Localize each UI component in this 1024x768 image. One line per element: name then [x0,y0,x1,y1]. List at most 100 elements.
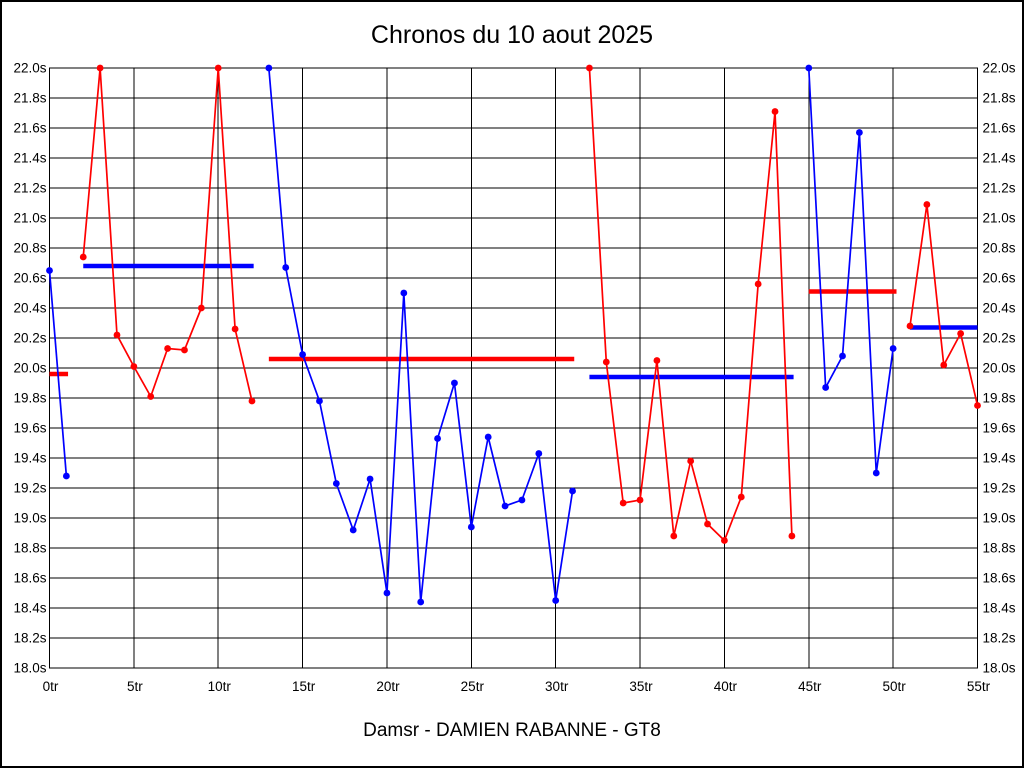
y-tick-label-left: 18.8s [13,541,46,556]
data-point [940,361,948,369]
y-tick-label-left: 19.4s [13,451,46,466]
y-tick-label-right: 18.8s [983,541,1016,556]
y-tick-label-right: 21.2s [983,181,1016,196]
data-point [788,532,796,540]
x-tick-label: 5tr [127,679,143,694]
data-point [552,597,560,604]
y-tick-label-left: 21.2s [13,181,46,196]
series-stint-4-red [586,64,796,544]
y-tick-label-left: 21.4s [13,151,46,166]
y-tick-label-right: 20.2s [983,331,1016,346]
y-tick-label-right: 21.0s [983,211,1016,226]
data-point [197,304,205,312]
series-stint-5-blue [805,64,897,477]
y-tick-label-right: 21.8s [983,91,1016,106]
y-tick-label-right: 18.0s [983,661,1016,676]
y-tick-label-right: 19.0s [983,511,1016,526]
data-point [771,108,779,115]
data-point [181,346,188,354]
data-point [670,532,678,540]
data-point [62,472,70,480]
data-point [535,450,543,457]
data-point [687,457,695,465]
y-tick-label-left: 18.6s [13,571,46,586]
y-tick-label-right: 21.6s [983,121,1016,136]
data-point [569,487,576,495]
series-stint-3-blue [265,64,576,606]
y-tick-label-right: 19.2s [983,481,1016,496]
data-point [113,331,121,339]
data-point [518,496,526,504]
data-point [147,393,155,400]
data-point [839,352,846,360]
series-line [807,67,894,474]
data-point [400,289,408,297]
y-tick-label-left: 19.2s [13,481,46,496]
data-point [316,397,323,405]
data-point [164,345,172,352]
data-point [46,267,53,274]
y-tick-label-left: 20.4s [13,301,46,316]
data-point [822,384,830,391]
y-tick-label-left: 19.6s [13,421,46,436]
y-tick-label-right: 19.4s [983,451,1016,466]
y-tick-label-right: 18.6s [983,571,1016,586]
data-point [737,493,745,501]
data-point [721,537,728,544]
data-point [889,345,897,352]
data-point [974,402,981,409]
x-tick-label: 20tr [376,679,400,694]
y-tick-label-left: 18.4s [13,601,46,616]
y-tick-label-right: 18.4s [983,601,1016,616]
x-tick-label: 40tr [714,679,738,694]
data-point [923,201,931,208]
data-point [467,523,475,531]
data-point [805,64,813,72]
data-point [501,502,509,510]
x-tick-label: 0tr [43,679,59,694]
y-tick-label-right: 19.6s [983,421,1016,436]
data-point [957,330,965,337]
data-point [248,397,256,405]
data-point [872,469,880,477]
data-point [704,520,711,528]
data-point [754,280,762,288]
y-tick-label-right: 20.6s [983,271,1016,286]
x-tick-label: 45tr [798,679,822,694]
y-tick-label-left: 21.8s [13,91,46,106]
data-point [265,64,273,72]
plot-frame [48,67,979,669]
data-point [282,264,290,271]
series-line [588,67,793,543]
data-point [130,363,138,370]
y-tick-label-right: 18.2s [983,631,1016,646]
series-stint-6-red [906,201,981,409]
y-tick-label-left: 21.0s [13,211,46,226]
y-tick-label-left: 19.8s [13,391,46,406]
y-tick-label-right: 22.0s [983,61,1016,76]
y-tick-label-right: 20.0s [983,361,1016,376]
series-stint-2-red [79,64,256,405]
data-point [586,64,593,72]
data-point [484,433,492,441]
driver-caption: Damsr - DAMIEN RABANNE - GT8 [363,720,661,741]
x-tick-label: 55tr [967,679,991,694]
y-tick-label-left: 20.2s [13,331,46,346]
y-tick-label-left: 22.0s [13,61,46,76]
y-tick-label-left: 20.0s [13,361,46,376]
series-stint-1-blue [46,267,70,480]
y-tick-label-left: 18.0s [13,661,46,676]
x-tick-label: 15tr [292,679,316,694]
data-point [636,496,644,504]
data-point [619,499,627,507]
data-point [349,526,357,534]
x-tick-label: 50tr [883,679,907,694]
data-point [299,351,306,358]
series-line [267,67,574,603]
data-point [602,358,610,366]
x-tick-label: 10tr [208,679,232,694]
data-point [855,129,863,136]
data-point [451,379,458,387]
